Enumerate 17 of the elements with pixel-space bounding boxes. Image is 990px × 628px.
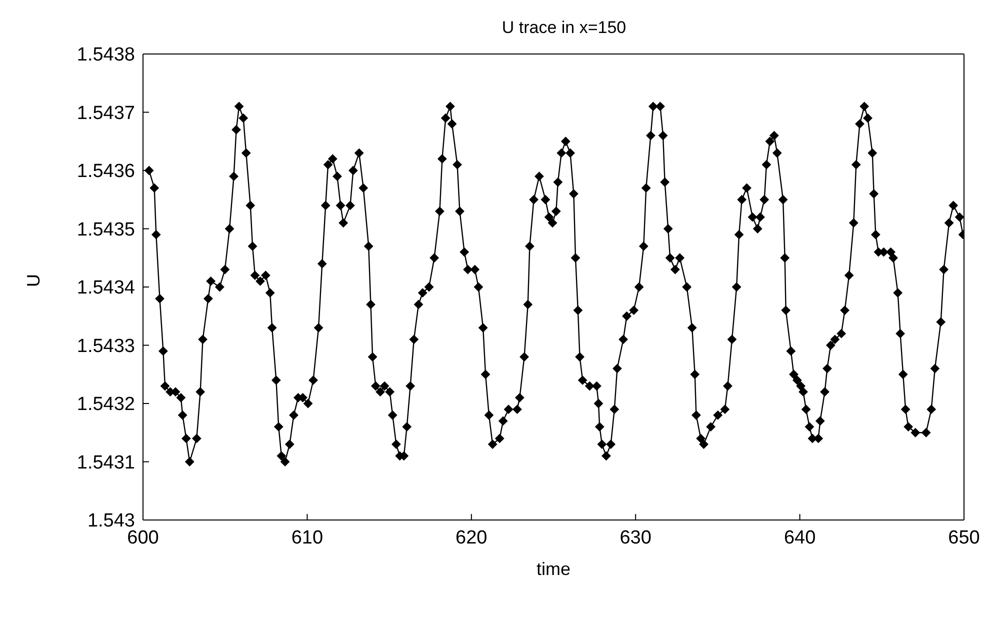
y-tick-label: 1.5434: [76, 278, 136, 299]
y-tick-label: 1.5432: [76, 394, 135, 416]
y-tick-label: 1.5436: [76, 161, 135, 182]
x-tick-label: 620: [456, 527, 488, 548]
y-tick-label: 1.5431: [76, 452, 135, 474]
x-tick-label: 640: [784, 527, 816, 548]
y-tick-label: 1.5438: [76, 44, 135, 66]
chart-title: U trace in x=150: [502, 18, 626, 37]
y-tick-label: 1.5437: [76, 102, 135, 124]
x-tick-label: 650: [948, 527, 980, 548]
y-axis-title: U: [23, 274, 44, 287]
y-tick-label: 1.5435: [76, 219, 135, 240]
y-tick-label: 1.5433: [76, 336, 135, 357]
x-tick-label: 630: [620, 527, 652, 548]
x-tick-label: 610: [291, 527, 324, 548]
x-axis-title: time: [536, 559, 571, 579]
x-tick-label: 600: [127, 527, 159, 548]
